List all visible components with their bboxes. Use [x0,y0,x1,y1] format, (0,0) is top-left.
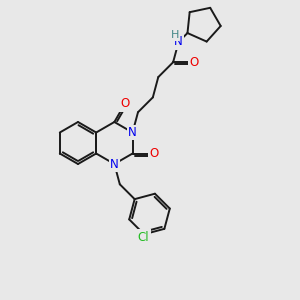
Text: H: H [170,30,179,40]
Text: O: O [190,56,199,69]
Text: O: O [149,147,158,160]
Text: O: O [120,97,130,110]
Text: N: N [110,158,119,170]
Text: N: N [128,126,137,139]
Text: N: N [174,35,183,48]
Text: Cl: Cl [137,231,149,244]
